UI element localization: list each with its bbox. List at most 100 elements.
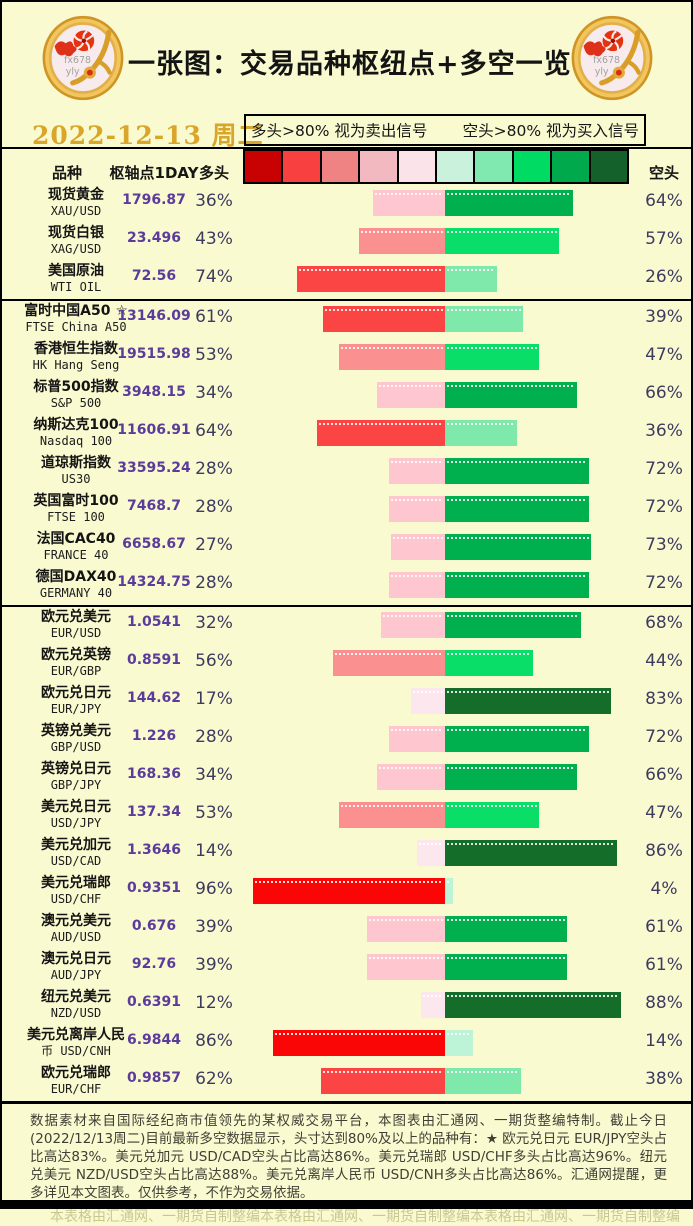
- table-section: 欧元兑美元 EUR/USD 1.0541 32% 68% 欧元兑英镑 EUR/GBP 0.85…: [2, 607, 693, 1104]
- instrument-name-zh: 英镑兑日元: [41, 761, 111, 777]
- short-bar: [445, 496, 589, 522]
- watermark-text: 本表格由汇通网、一期货自制整编: [50, 1209, 260, 1225]
- long-percent: 56%: [195, 651, 233, 671]
- instrument-symbol: FTSE China A50: [25, 320, 127, 334]
- long-percent: 12%: [195, 993, 233, 1013]
- date-label: 2022-12-13 周二: [32, 121, 264, 150]
- instrument-name: 纽元兑美元 NZD/USD: [10, 989, 142, 1021]
- short-bar: [445, 228, 559, 254]
- instrument-row: 香港恒生指数 HK Hang Seng 19515.98 53% 47%: [2, 339, 693, 377]
- instrument-name-zh: 美元兑加元: [41, 837, 111, 853]
- instrument-symbol: 币 USD/CNH: [41, 1044, 111, 1058]
- instrument-name-zh: 欧元兑英镑: [41, 647, 111, 663]
- short-percent: 72%: [645, 497, 683, 517]
- short-percent: 47%: [645, 345, 683, 365]
- instrument-table: 现货黄金 XAU/USD 1796.87 36% 64% 现货白银 XAG/USD 23.49…: [2, 185, 693, 1104]
- pivot-value: 14324.75: [117, 574, 191, 590]
- long-bar: [421, 992, 445, 1018]
- short-percent: 44%: [645, 651, 683, 671]
- long-percent: 39%: [195, 955, 233, 975]
- pivot-value: 92.76: [131, 956, 177, 972]
- instrument-symbol: Nasdaq 100: [39, 434, 113, 448]
- short-bar: [445, 688, 611, 714]
- long-percent: 74%: [195, 267, 233, 287]
- short-bar: [445, 382, 577, 408]
- short-bar: [445, 190, 573, 216]
- coin-logo-graphic: fx678 yly: [571, 15, 653, 101]
- logo-watermark-line2: yly: [595, 66, 609, 77]
- instrument-symbol: AUD/JPY: [50, 968, 102, 982]
- pivot-value: 13146.09: [117, 308, 191, 324]
- short-bar: [445, 1030, 473, 1056]
- instrument-row: 澳元兑日元 AUD/JPY 92.76 39% 61%: [2, 949, 693, 987]
- instrument-symbol: USD/CHF: [50, 892, 102, 906]
- instrument-name: 美元兑日元 USD/JPY: [10, 799, 142, 831]
- page-title: 一张图：交易品种枢纽点+多空一览: [128, 49, 572, 80]
- scale-swatch: [281, 149, 322, 184]
- long-bar: [381, 612, 445, 638]
- instrument-symbol: NZD/USD: [50, 1006, 102, 1020]
- instrument-row: 纽元兑美元 NZD/USD 0.6391 12% 88%: [2, 987, 693, 1025]
- pivot-value: 1796.87: [122, 192, 186, 208]
- long-bar: [273, 1030, 445, 1056]
- short-percent: 14%: [645, 1031, 683, 1051]
- long-percent: 34%: [195, 765, 233, 785]
- pivot-value: 19515.98: [117, 346, 191, 362]
- table-section: 现货黄金 XAU/USD 1796.87 36% 64% 现货白银 XAG/USD 23.49…: [2, 185, 693, 301]
- pivot-value: 3948.15: [122, 384, 186, 400]
- short-bar: [445, 840, 617, 866]
- scale-swatch: [511, 149, 553, 184]
- instrument-row: 英镑兑美元 GBP/USD 1.226 28% 72%: [2, 721, 693, 759]
- scale-swatch: [434, 149, 476, 184]
- instrument-name-zh: 纽元兑美元: [41, 989, 111, 1005]
- long-bar: [377, 764, 445, 790]
- instrument-symbol: S&P 500: [50, 396, 102, 410]
- legend-long-note: 多头>80% 视为卖出信号: [251, 122, 428, 140]
- long-percent: 28%: [195, 573, 233, 593]
- long-bar: [297, 266, 445, 292]
- instrument-symbol: WTI OIL: [50, 280, 102, 294]
- scale-swatch: [243, 149, 284, 184]
- instrument-name: 美元兑瑞郎 USD/CHF: [10, 875, 142, 907]
- instrument-name: 欧元兑英镑 EUR/GBP: [10, 647, 142, 679]
- instrument-symbol: AUD/USD: [50, 930, 102, 944]
- short-percent: 68%: [645, 613, 683, 633]
- instrument-symbol: XAG/USD: [50, 242, 102, 256]
- site-coin-logo: fx678 yly: [40, 12, 126, 104]
- pivot-value: 0.9351: [126, 880, 182, 896]
- pivot-value: 6658.67: [122, 536, 186, 552]
- pivot-value: 1.3646: [126, 842, 182, 858]
- scale-swatch: [550, 149, 591, 184]
- long-bar: [391, 534, 445, 560]
- pivot-value: 144.62: [126, 690, 182, 706]
- short-bar: [445, 572, 589, 598]
- instrument-symbol: EUR/CHF: [50, 1082, 102, 1096]
- short-percent: 4%: [650, 879, 678, 899]
- instrument-symbol: EUR/GBP: [50, 664, 102, 678]
- instrument-symbol: GBP/USD: [50, 740, 102, 754]
- instrument-name-zh: 现货白银: [48, 225, 104, 241]
- pivot-value: 7468.7: [126, 498, 182, 514]
- short-bar: [445, 534, 591, 560]
- plum-blossom-icon: [583, 41, 606, 57]
- watermark-row: 本表格由汇通网、一期货自制整编 本表格由汇通网、一期货自制整编 本表格由汇通网、一期…: [50, 1206, 680, 1226]
- instrument-name-zh: 法国CAC40: [36, 531, 116, 547]
- scale-swatch: [358, 149, 399, 184]
- short-bar: [445, 344, 539, 370]
- bottom-border-bar: [0, 1200, 693, 1209]
- long-percent: 28%: [195, 497, 233, 517]
- short-bar: [445, 650, 533, 676]
- short-percent: 88%: [645, 993, 683, 1013]
- instrument-symbol: USD/JPY: [50, 816, 102, 830]
- long-bar: [339, 802, 445, 828]
- long-percent: 53%: [195, 803, 233, 823]
- instrument-name: 纳斯达克100 Nasdaq 100: [10, 417, 142, 449]
- instrument-name-zh: 英国富时100: [33, 493, 119, 509]
- short-bar: [445, 954, 567, 980]
- instrument-name: 香港恒生指数 HK Hang Seng: [10, 341, 142, 373]
- pinwheel-flower-icon: [73, 30, 95, 52]
- short-bar: [445, 420, 517, 446]
- instrument-symbol: USD/CAD: [50, 854, 102, 868]
- instrument-row: 现货白银 XAG/USD 23.496 43% 57%: [2, 223, 693, 261]
- long-bar: [323, 306, 445, 332]
